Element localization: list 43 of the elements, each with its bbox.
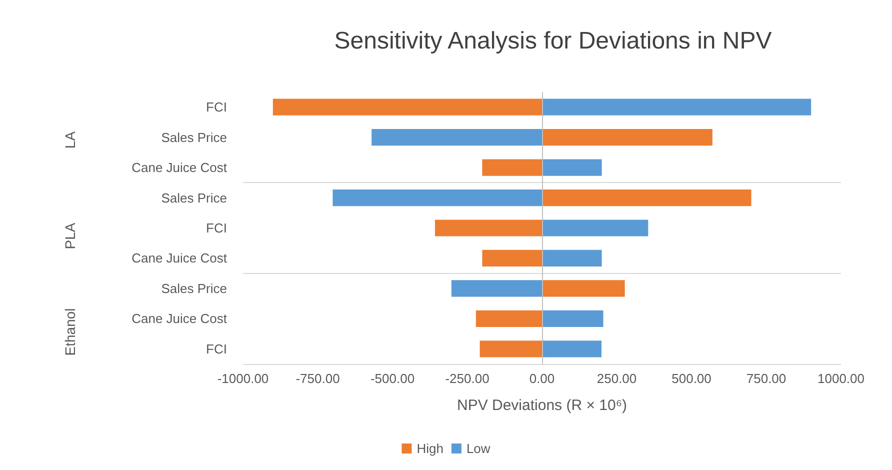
bar xyxy=(372,129,542,146)
x-tick-label: 0.00 xyxy=(529,371,555,386)
bar xyxy=(332,189,542,206)
bar xyxy=(482,250,542,267)
bar xyxy=(434,220,542,236)
bar xyxy=(542,340,602,358)
x-tick-label: -1000.00 xyxy=(217,371,269,386)
bar xyxy=(476,310,542,327)
chart-title: Sensitivity Analysis for Deviations in NPV xyxy=(334,28,772,54)
y-tick-label: Cane Juice Cost xyxy=(132,311,228,326)
bar xyxy=(542,129,712,146)
bar xyxy=(542,310,604,327)
bar xyxy=(542,98,812,116)
bar xyxy=(542,250,602,267)
text: Ethanol xyxy=(62,308,78,356)
x-tick-label: 500.00 xyxy=(672,371,712,386)
legend-label: Low xyxy=(466,441,491,456)
bar xyxy=(542,280,625,297)
x-tick-label: -250.00 xyxy=(445,371,490,386)
x-tick-label: -500.00 xyxy=(370,371,415,386)
bar xyxy=(272,98,542,116)
x-tick-label: 1000.00 xyxy=(818,371,864,386)
y-tick-label: Cane Juice Cost xyxy=(132,250,228,266)
bar xyxy=(542,220,648,236)
y-tick-label: Sales Price xyxy=(161,280,227,296)
bar xyxy=(542,159,602,176)
y-tick-label: FCI xyxy=(206,100,227,115)
y-tick-label: Sales Price xyxy=(161,130,227,145)
y-tick-label: Cane Juice Cost xyxy=(132,160,228,176)
text: LA xyxy=(62,130,78,149)
x-axis-title: NPV Deviations (R × 10⁶) xyxy=(457,397,627,414)
x-tick-label: -750.00 xyxy=(296,371,340,386)
y-tick-label: Sales Price xyxy=(161,190,227,206)
bar xyxy=(451,280,542,297)
x-tick-label: 750.00 xyxy=(746,371,786,386)
x-tick-label: 250.00 xyxy=(596,371,637,386)
bar xyxy=(482,159,542,176)
bar xyxy=(542,189,752,206)
text: PLA xyxy=(62,222,78,250)
bar xyxy=(480,340,542,358)
y-tick-label: FCI xyxy=(206,341,227,356)
y-tick-label: FCI xyxy=(206,220,227,236)
legend-label: High xyxy=(416,441,444,456)
